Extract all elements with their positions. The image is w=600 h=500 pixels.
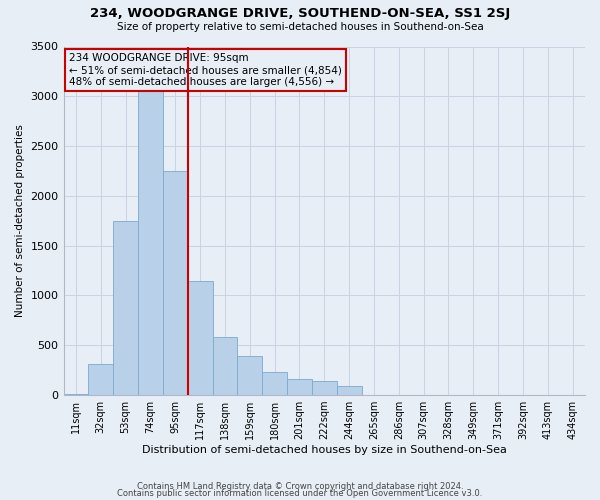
Bar [138,88,163,395]
Bar [262,372,287,395]
Y-axis label: Number of semi-detached properties: Number of semi-detached properties [15,124,25,317]
Text: 234 WOODGRANGE DRIVE: 95sqm
← 51% of semi-detached houses are smaller (4,854)
48: 234 WOODGRANGE DRIVE: 95sqm ← 51% of sem… [69,54,341,86]
Bar [312,381,337,395]
Bar [163,171,188,395]
Text: 234, WOODGRANGE DRIVE, SOUTHEND-ON-SEA, SS1 2SJ: 234, WOODGRANGE DRIVE, SOUTHEND-ON-SEA, … [90,8,510,20]
Bar [212,338,238,395]
Bar [188,280,212,395]
Bar [64,394,88,395]
Bar [238,356,262,395]
Text: Contains HM Land Registry data © Crown copyright and database right 2024.: Contains HM Land Registry data © Crown c… [137,482,463,491]
Bar [88,364,113,395]
X-axis label: Distribution of semi-detached houses by size in Southend-on-Sea: Distribution of semi-detached houses by … [142,445,507,455]
Bar [287,378,312,395]
Text: Contains public sector information licensed under the Open Government Licence v3: Contains public sector information licen… [118,489,482,498]
Text: Size of property relative to semi-detached houses in Southend-on-Sea: Size of property relative to semi-detach… [116,22,484,32]
Bar [337,386,362,395]
Bar [113,221,138,395]
